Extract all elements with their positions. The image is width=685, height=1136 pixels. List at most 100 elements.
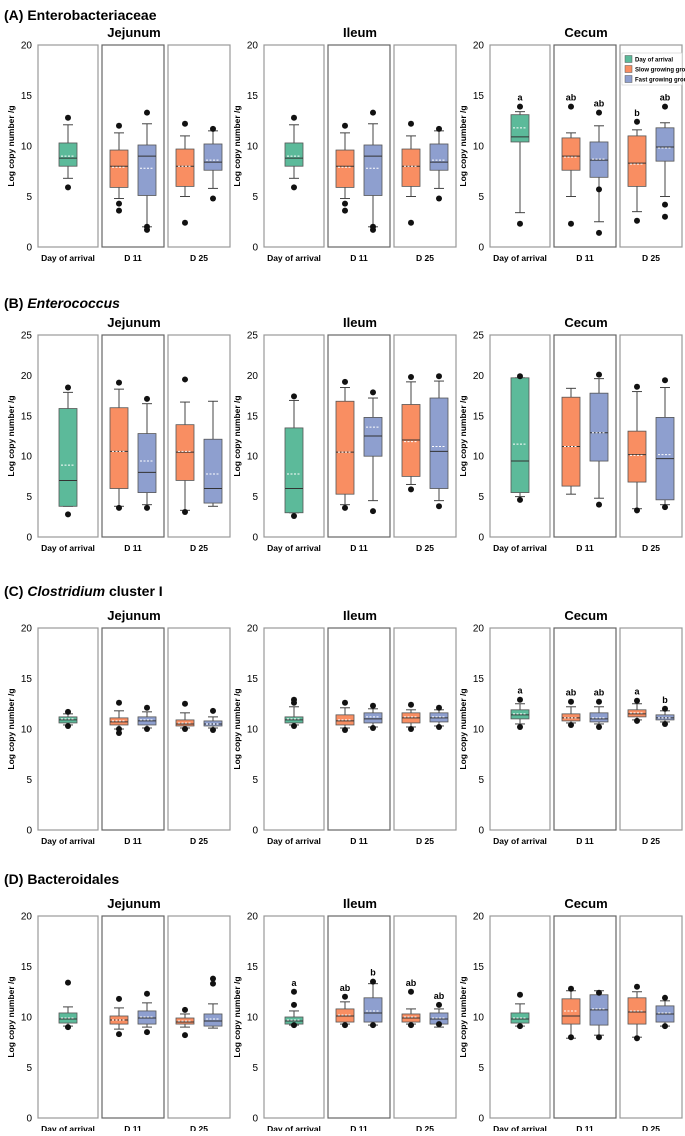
plot-frame-2 bbox=[167, 627, 231, 831]
y-tick-label: 0 bbox=[478, 533, 484, 544]
box-slow bbox=[335, 378, 355, 511]
box-fast bbox=[137, 704, 157, 732]
outlier-point bbox=[144, 395, 150, 402]
significance-letter: a bbox=[517, 93, 523, 103]
x-group-label: D 11 bbox=[576, 543, 594, 553]
x-group-label: D 11 bbox=[350, 253, 368, 263]
box-body bbox=[429, 397, 449, 489]
plot-frame-0 bbox=[263, 915, 325, 1119]
outlier-point bbox=[596, 501, 602, 508]
x-group-label: D 25 bbox=[642, 543, 660, 553]
box-fast bbox=[429, 125, 449, 202]
panel-title: Cecum bbox=[564, 315, 607, 330]
significance-letter: ab bbox=[566, 688, 577, 698]
box-fast bbox=[655, 994, 675, 1030]
plot-frame-2 bbox=[393, 334, 457, 538]
outlier-point bbox=[436, 1001, 442, 1008]
box-slow bbox=[627, 383, 647, 514]
outlier-point bbox=[517, 696, 523, 703]
plot-frame-1 bbox=[327, 44, 391, 248]
x-group-label: D 25 bbox=[190, 253, 208, 263]
box-slow: b bbox=[627, 108, 647, 224]
box-body bbox=[203, 438, 223, 504]
plot-frame-0 bbox=[489, 915, 551, 1119]
y-tick-label: 0 bbox=[478, 243, 484, 254]
y-axis-label: Log copy number /g bbox=[458, 395, 468, 476]
y-axis-label: Log copy number /g bbox=[6, 395, 16, 476]
section-title-2: (C) Clostridium cluster I bbox=[4, 583, 163, 599]
outlier-point bbox=[568, 1034, 574, 1041]
x-group-label: D 25 bbox=[642, 836, 660, 846]
box-body bbox=[561, 713, 581, 722]
outlier-point bbox=[634, 983, 640, 990]
outlier-point bbox=[436, 704, 442, 711]
outlier-point bbox=[342, 727, 348, 734]
box-fast bbox=[589, 371, 609, 508]
outlier-point bbox=[65, 979, 71, 986]
x-group-label: Day of arrival bbox=[41, 836, 95, 846]
outlier-point bbox=[568, 103, 574, 110]
outlier-point bbox=[568, 698, 574, 705]
plot-frame-1 bbox=[101, 627, 165, 831]
box-arrival bbox=[58, 708, 78, 729]
outlier-point bbox=[596, 1034, 602, 1041]
plot-frame-1 bbox=[327, 627, 391, 831]
box-body bbox=[363, 417, 383, 457]
outlier-point bbox=[370, 702, 376, 709]
panel-title: Ileum bbox=[343, 315, 377, 330]
outlier-point bbox=[291, 393, 297, 400]
x-group-label: D 25 bbox=[416, 543, 434, 553]
significance-letter: ab bbox=[594, 688, 605, 698]
box-slow bbox=[401, 701, 421, 732]
outlier-point bbox=[210, 125, 216, 132]
x-group-label: D 11 bbox=[124, 1124, 142, 1131]
outlier-point bbox=[342, 993, 348, 1000]
panel-7: Ileum Log copy number /g 0 5 10 15 20 Day of ar… bbox=[232, 608, 457, 846]
box-arrival: a bbox=[284, 978, 304, 1029]
box-body bbox=[627, 430, 647, 483]
significance-letter: a bbox=[291, 978, 297, 988]
outlier-point bbox=[596, 723, 602, 730]
x-group-label: Day of arrival bbox=[493, 543, 547, 553]
outlier-point bbox=[116, 699, 122, 706]
outlier-point bbox=[116, 200, 122, 207]
outlier-point bbox=[662, 213, 668, 220]
outlier-point bbox=[291, 1001, 297, 1008]
box-body bbox=[137, 1010, 157, 1025]
x-group-label: D 25 bbox=[416, 253, 434, 263]
y-tick-label: 15 bbox=[247, 674, 259, 685]
outlier-point bbox=[436, 503, 442, 510]
plot-frame-1 bbox=[553, 44, 617, 248]
outlier-point bbox=[634, 1035, 640, 1042]
y-tick-label: 20 bbox=[21, 41, 33, 52]
box-slow bbox=[109, 699, 129, 737]
y-tick-label: 15 bbox=[21, 411, 33, 422]
outlier-point bbox=[182, 120, 188, 127]
panel-8: Cecum Log copy number /g 0 5 10 15 20 Day of ar… bbox=[458, 608, 683, 846]
outlier-point bbox=[370, 1022, 376, 1029]
outlier-point bbox=[65, 384, 71, 391]
legend-swatch-slow bbox=[624, 65, 633, 73]
y-tick-label: 5 bbox=[252, 775, 258, 786]
box-fast bbox=[203, 400, 223, 507]
box-slow bbox=[401, 374, 421, 493]
y-tick-label: 10 bbox=[21, 725, 33, 736]
box-body bbox=[58, 408, 78, 507]
box-fast bbox=[137, 990, 157, 1036]
y-tick-label: 0 bbox=[252, 243, 258, 254]
box-body bbox=[175, 148, 195, 187]
outlier-point bbox=[144, 1029, 150, 1036]
panel-title: Ileum bbox=[343, 25, 377, 40]
box-slow bbox=[175, 700, 195, 732]
outlier-point bbox=[116, 726, 122, 732]
y-tick-label: 5 bbox=[252, 192, 258, 203]
box-fast bbox=[429, 704, 449, 730]
outlier-point bbox=[65, 708, 71, 715]
box-body bbox=[589, 392, 609, 462]
outlier-point bbox=[342, 699, 348, 706]
outlier-point bbox=[182, 376, 188, 383]
box-body bbox=[429, 712, 449, 723]
outlier-point bbox=[291, 512, 297, 519]
significance-letter: ab bbox=[434, 991, 445, 1001]
outlier-point bbox=[634, 118, 640, 125]
